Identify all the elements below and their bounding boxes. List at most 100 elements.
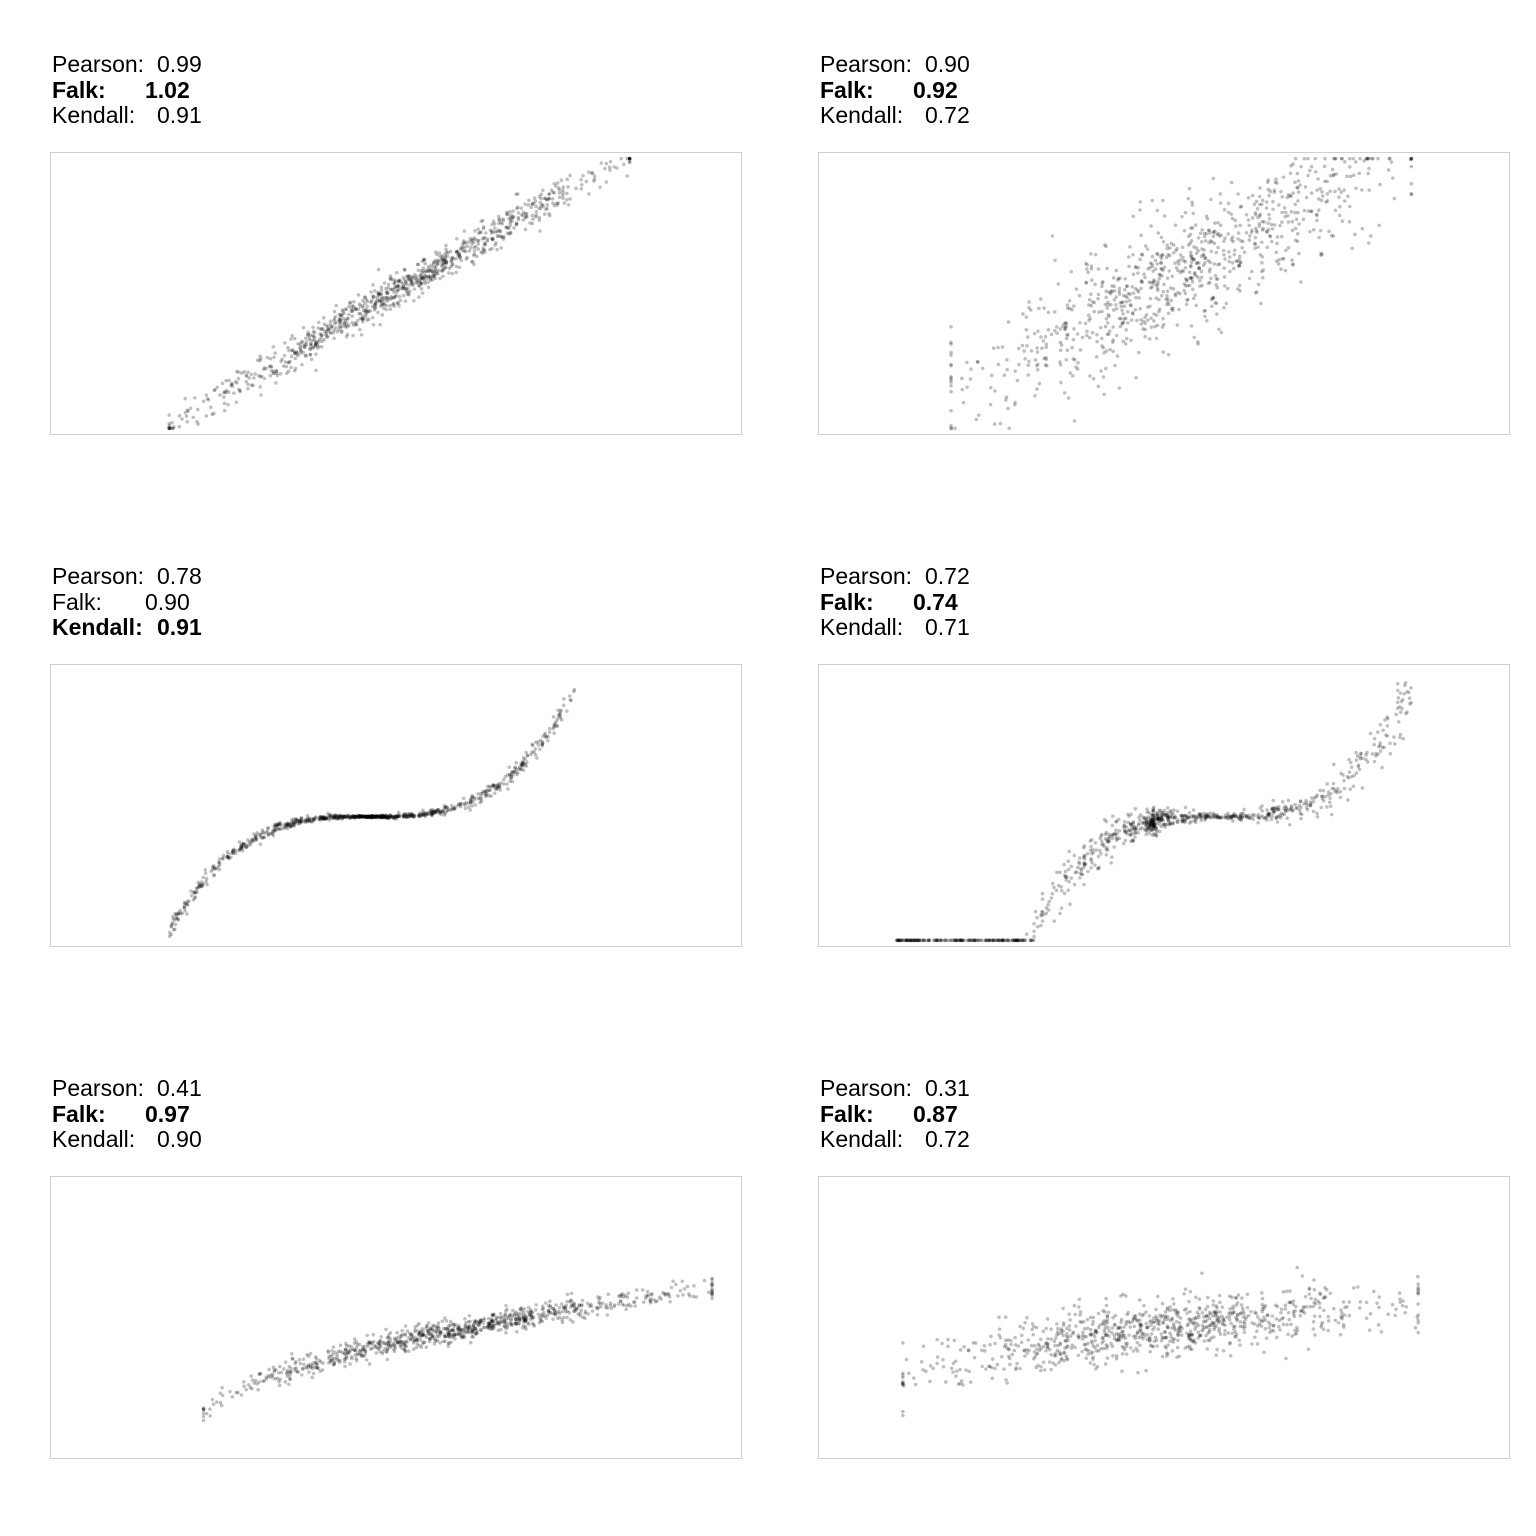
data-point — [1372, 759, 1377, 764]
data-point — [1153, 814, 1158, 818]
data-point — [558, 712, 563, 716]
data-point — [356, 307, 361, 312]
stat-label: Kendall: — [52, 1126, 136, 1152]
data-point — [251, 839, 255, 844]
data-point — [392, 290, 396, 294]
data-point — [1227, 250, 1231, 254]
data-point — [377, 815, 381, 819]
data-point — [388, 274, 393, 278]
data-point — [627, 156, 632, 161]
data-point — [1151, 820, 1156, 825]
data-point — [1151, 815, 1156, 820]
data-point — [1218, 816, 1223, 820]
data-point — [1065, 875, 1069, 880]
data-point — [470, 1334, 474, 1339]
data-point — [1000, 345, 1005, 349]
data-point — [983, 938, 988, 943]
data-point — [494, 1318, 498, 1322]
data-point — [562, 201, 567, 205]
data-point — [373, 814, 377, 819]
data-point — [1032, 331, 1037, 336]
data-point — [1163, 822, 1167, 827]
data-point — [1280, 220, 1284, 224]
data-point — [987, 938, 991, 943]
data-point — [343, 1351, 347, 1356]
data-point — [446, 250, 450, 255]
data-point — [370, 815, 374, 820]
data-point — [420, 275, 425, 279]
data-point — [364, 814, 368, 819]
data-point — [911, 938, 915, 943]
data-point — [896, 938, 901, 943]
data-point — [249, 383, 254, 388]
data-point — [188, 406, 193, 411]
data-point — [523, 757, 528, 761]
data-point — [576, 1306, 580, 1310]
data-point — [390, 815, 395, 820]
data-point — [1084, 281, 1089, 285]
data-point — [473, 237, 478, 242]
data-point — [949, 353, 953, 357]
data-point — [448, 808, 453, 813]
data-point — [1001, 938, 1005, 943]
data-point — [323, 817, 328, 821]
data-point — [304, 343, 309, 347]
data-point — [378, 815, 382, 819]
data-point — [541, 1314, 546, 1318]
data-point — [1165, 246, 1169, 251]
data-point — [270, 829, 275, 833]
data-point — [381, 306, 386, 311]
data-point — [495, 787, 499, 791]
data-point — [434, 1339, 438, 1344]
data-point — [1154, 811, 1159, 815]
data-point — [568, 1300, 572, 1304]
data-point — [413, 1329, 417, 1334]
data-point — [1204, 812, 1208, 816]
data-point — [274, 827, 278, 831]
data-point — [1189, 256, 1194, 261]
data-point — [967, 938, 972, 943]
data-point — [402, 814, 407, 819]
data-point — [1261, 268, 1266, 272]
data-point — [1193, 814, 1198, 819]
data-point — [311, 1366, 315, 1371]
data-point — [1331, 173, 1336, 178]
data-point — [502, 782, 506, 786]
data-point — [1156, 231, 1161, 235]
data-point — [557, 188, 562, 192]
data-point — [364, 815, 369, 819]
data-point — [949, 363, 953, 368]
data-point — [1284, 248, 1288, 253]
data-point — [1276, 1324, 1281, 1329]
data-point — [556, 1309, 561, 1314]
data-point — [1198, 813, 1202, 818]
data-point — [1383, 718, 1387, 722]
data-point — [1136, 265, 1141, 270]
data-point — [171, 914, 175, 919]
data-point — [1325, 199, 1330, 203]
data-point — [197, 882, 202, 887]
data-point — [275, 1376, 280, 1381]
data-point — [1200, 228, 1205, 232]
data-point — [1144, 832, 1149, 837]
data-point — [1352, 773, 1356, 778]
data-point — [403, 1324, 408, 1328]
data-point — [456, 1331, 461, 1336]
data-point — [277, 1379, 281, 1384]
data-point — [663, 1293, 668, 1297]
data-point — [178, 908, 183, 913]
data-point — [519, 1312, 524, 1316]
data-point — [321, 816, 326, 821]
data-point — [485, 789, 490, 793]
data-point — [1342, 778, 1346, 783]
data-point — [371, 294, 375, 298]
data-point — [297, 819, 302, 824]
data-point — [370, 814, 374, 819]
data-point — [570, 1303, 575, 1308]
data-point — [548, 1304, 553, 1308]
data-point — [543, 731, 547, 736]
data-point — [1151, 823, 1156, 827]
data-point — [306, 1363, 311, 1368]
data-point — [1107, 314, 1111, 319]
data-point — [1208, 260, 1213, 265]
